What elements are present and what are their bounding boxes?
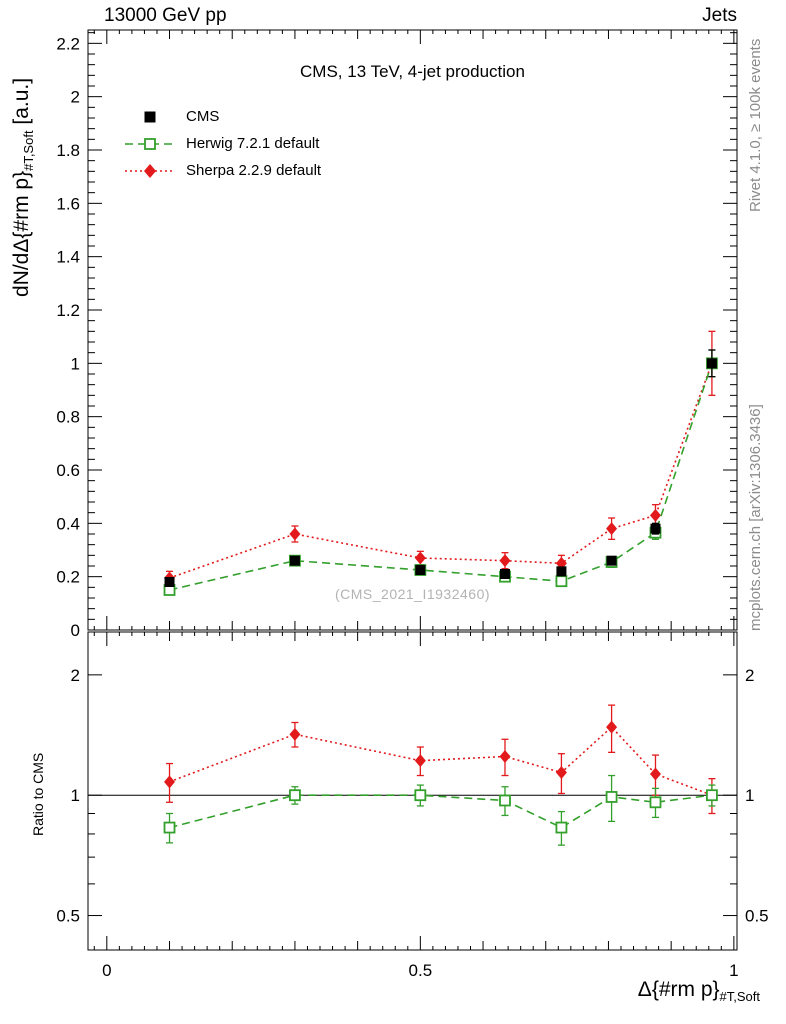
y-axis-title-subscript: #T,Soft xyxy=(21,130,37,171)
legend-marker-open-square xyxy=(144,137,156,150)
marker-open-square-herwig-7-2-1-default xyxy=(289,789,301,802)
marker-diamond-sherpa-2-2-9-default xyxy=(649,508,661,522)
collision-energy-label: 13000 GeV pp xyxy=(104,5,227,26)
ratio-y-tick-label-right: 0.5 xyxy=(745,907,769,926)
y-axis-title-text: dN/dΔ{#rm p} xyxy=(10,170,33,297)
y-tick-label: 0.4 xyxy=(56,514,80,533)
series-line-sherpa-2-2-9-default xyxy=(169,725,713,796)
marker-diamond-sherpa-2-2-9-default xyxy=(606,720,618,734)
marker-diamond-sherpa-2-2-9-default xyxy=(499,749,511,763)
series-line-sherpa-2-2-9-default xyxy=(169,363,713,579)
rivet-version-note: Rivet 4.1.0, ≥ 100k events xyxy=(747,38,764,212)
y-tick-label: 1 xyxy=(71,354,80,373)
main-plot-frame xyxy=(87,29,738,631)
y-axis-title-units: [a.u.] xyxy=(10,77,33,131)
ratio-y-tick-label: 1 xyxy=(71,786,80,805)
legend-label: Sherpa 2.2.9 default xyxy=(186,162,322,179)
marker-open-square-herwig-7-2-1-default xyxy=(163,821,176,834)
marker-filled-square-cms xyxy=(650,523,661,534)
legend-marker-filled-square xyxy=(144,111,156,122)
legend: CMS Herwig 7.2.1 default Sherpa 2.2.9 defa… xyxy=(122,103,321,184)
marker-filled-square-cms xyxy=(706,358,717,369)
marker-open-square-herwig-7-2-1-default xyxy=(555,821,568,834)
y-tick-label: 1.4 xyxy=(56,248,80,267)
legend-sample-cms xyxy=(144,111,156,122)
marker-diamond-sherpa-2-2-9-default xyxy=(606,522,618,536)
y-tick-label: 2.2 xyxy=(56,34,80,53)
y-tick-label: 0.6 xyxy=(56,461,80,480)
marker-filled-square-cms xyxy=(606,555,617,566)
y-tick-label: 1.6 xyxy=(56,194,80,213)
marker-filled-square-cms xyxy=(499,569,510,579)
marker-filled-square-cms xyxy=(415,565,426,575)
marker-diamond-sherpa-2-2-9-default xyxy=(164,775,176,789)
y-tick-label: 1.8 xyxy=(56,141,80,160)
y-tick-label: 0 xyxy=(71,621,80,640)
marker-diamond-sherpa-2-2-9-default xyxy=(414,551,426,565)
y-tick-label: 1.2 xyxy=(56,301,80,320)
x-axis-title-text: Δ{#rm p} xyxy=(637,978,720,1001)
x-axis-title: Δ{#rm p}#T,Soft xyxy=(638,978,760,1004)
legend-label: Herwig 7.2.1 default xyxy=(186,135,320,152)
legend-sample-sherpa-2-2-9-default xyxy=(125,163,175,178)
analysis-category-label: Jets xyxy=(702,5,737,26)
y-axis-title: dN/dΔ{#rm p}#T,Soft [a.u.] xyxy=(10,78,36,297)
analysis-id-watermark: (CMS_2021_I1932460) xyxy=(334,586,491,602)
x-tick-label: 0.5 xyxy=(409,961,433,980)
marker-open-square-herwig-7-2-1-default xyxy=(414,789,427,802)
marker-diamond-sherpa-2-2-9-default xyxy=(499,554,511,568)
ratio-y-tick-label-right: 2 xyxy=(745,666,754,685)
series-line-herwig-7-2-1-default xyxy=(169,794,712,829)
marker-filled-square-cms xyxy=(289,555,300,566)
y-tick-label: 2 xyxy=(71,88,80,107)
ratio-y-tick-label: 2 xyxy=(71,666,80,685)
marker-open-square-herwig-7-2-1-default xyxy=(605,791,618,803)
marker-diamond-sherpa-2-2-9-default xyxy=(414,754,426,768)
marker-open-square-herwig-7-2-1-default xyxy=(499,794,511,807)
marker-filled-square-cms xyxy=(556,566,567,577)
legend-item-cms: CMS xyxy=(122,103,321,130)
marker-diamond-sherpa-2-2-9-default xyxy=(289,527,301,541)
marker-diamond-sherpa-2-2-9-default xyxy=(649,767,661,781)
ratio-y-tick-label-right: 1 xyxy=(745,786,754,805)
marker-open-square-herwig-7-2-1-default xyxy=(555,575,568,588)
x-axis-title-subscript: #T,Soft xyxy=(719,989,760,1005)
marker-diamond-sherpa-2-2-9-default xyxy=(289,727,301,741)
legend-item-herwig-7-2-1-default: Herwig 7.2.1 default xyxy=(122,130,321,157)
plot-title: CMS, 13 TeV, 4-jet production xyxy=(300,62,525,81)
marker-open-square-herwig-7-2-1-default xyxy=(649,796,662,809)
series-line-herwig-7-2-1-default xyxy=(169,363,713,591)
ratio-y-axis-title: Ratio to CMS xyxy=(30,752,46,836)
y-tick-label: 0.2 xyxy=(56,568,80,587)
x-tick-label: 1 xyxy=(729,961,738,980)
ratio-y-tick-label: 0.5 xyxy=(56,907,80,926)
x-tick-label: 0 xyxy=(102,961,111,980)
legend-label: CMS xyxy=(186,108,220,125)
legend-marker-diamond xyxy=(144,163,156,178)
mcplots-attribution-note: mcplots.cern.ch [arXiv:1306.3436] xyxy=(747,404,764,631)
marker-filled-square-cms xyxy=(164,577,175,587)
ratio-plot-frame xyxy=(87,631,738,951)
marker-open-square-herwig-7-2-1-default xyxy=(706,789,718,802)
legend-item-sherpa-2-2-9-default: Sherpa 2.2.9 default xyxy=(122,157,321,184)
y-tick-label: 0.8 xyxy=(56,408,80,427)
legend-sample-herwig-7-2-1-default xyxy=(125,137,175,150)
marker-diamond-sherpa-2-2-9-default xyxy=(555,765,567,779)
